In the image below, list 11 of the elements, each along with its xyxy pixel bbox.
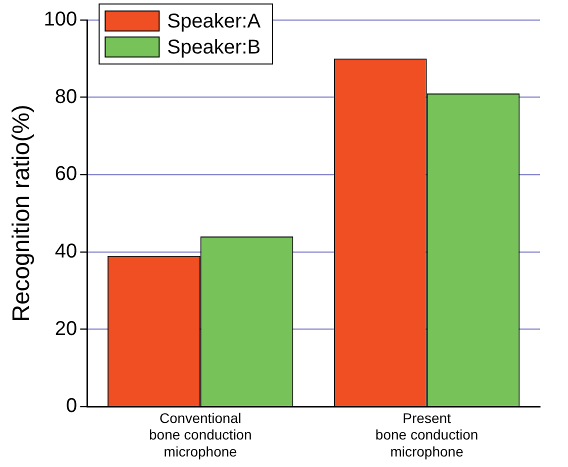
y-tick-label: 100: [44, 8, 78, 31]
y-tick-label: 60: [54, 163, 78, 186]
y-tick-label: 20: [54, 318, 78, 340]
x-tick-label: Conventional bone conduction microphone: [148, 410, 252, 460]
legend-label: Speaker:B: [167, 36, 261, 59]
y-tick-label: 80: [54, 86, 78, 108]
y-tick-label: 40: [54, 240, 78, 262]
y-axis-title: Recognition ratio(%): [8, 104, 36, 322]
y-tick-label: 0: [66, 395, 78, 418]
x-tick-label: Present bone conduction microphone: [375, 410, 478, 460]
legend-label: Speaker:A: [167, 10, 262, 33]
